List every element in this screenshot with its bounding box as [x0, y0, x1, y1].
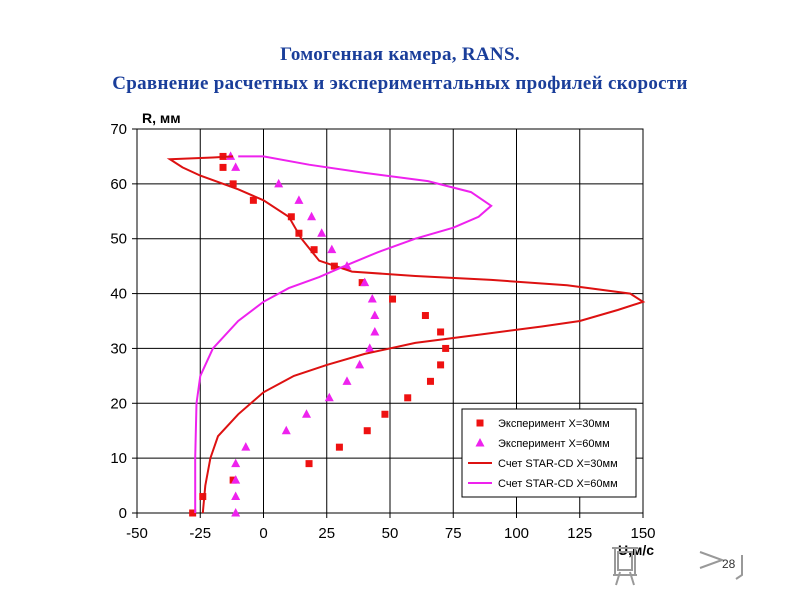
- x-tick-label-5: 75: [445, 525, 462, 542]
- series-1-point-16: [327, 244, 337, 254]
- series-layer: [166, 151, 646, 517]
- legend-label-1: Эксперимент X=60мм: [498, 438, 610, 450]
- series-0-point-12: [421, 312, 429, 320]
- series-1-point-4: [241, 442, 251, 451]
- series-1-point-5: [281, 425, 291, 435]
- x-tick-label-0: -50: [126, 525, 148, 542]
- series-3-line: [194, 155, 493, 513]
- legend-swatch-0: [476, 419, 484, 427]
- y-tick-label-3: 30: [110, 340, 127, 357]
- series-0-point-4: [335, 443, 343, 451]
- series-0-point-10: [442, 344, 450, 352]
- series-1-point-19: [294, 195, 304, 204]
- legend-label-0: Эксперимент X=30мм: [498, 418, 610, 430]
- y-tick-label-7: 70: [110, 121, 127, 138]
- slide-title-line1: Гомогенная камера, RANS.: [280, 44, 520, 65]
- series-0-point-16: [310, 246, 318, 254]
- x-tick-label-7: 125: [567, 525, 592, 542]
- series-1-point-20: [274, 178, 284, 188]
- series-1-point-3: [231, 458, 241, 468]
- series-1-point-18: [307, 211, 317, 221]
- series-1: [226, 151, 380, 517]
- series-0-point-18: [287, 213, 295, 221]
- series-0-point-13: [389, 295, 397, 303]
- x-tick-label-1: -25: [189, 525, 211, 542]
- series-1-point-17: [317, 228, 327, 237]
- y-tick-label-6: 60: [110, 176, 127, 193]
- series-0-point-19: [249, 196, 257, 204]
- slide-title-line2: Сравнение расчетных и экспериментальных …: [112, 73, 688, 94]
- series-1-point-13: [367, 294, 377, 303]
- series-2: [166, 155, 646, 514]
- y-tick-label-1: 10: [110, 450, 127, 467]
- series-1-point-8: [342, 376, 352, 385]
- series-0-point-7: [404, 394, 412, 402]
- presentation-logo-icon: [612, 547, 743, 586]
- page-number: 28: [722, 557, 736, 571]
- y-tick-label-4: 40: [110, 286, 127, 303]
- series-1-point-7: [324, 392, 334, 402]
- series-1-point-21: [231, 162, 241, 171]
- series-0-point-21: [219, 163, 227, 171]
- legend: Эксперимент X=30мм Эксперимент X=60мм Счет…: [461, 408, 637, 498]
- series-0-point-3: [305, 460, 313, 468]
- series-0-point-5: [363, 427, 371, 435]
- y-tick-label-2: 20: [110, 395, 127, 412]
- series-3: [194, 155, 493, 513]
- series-0-point-6: [381, 410, 389, 418]
- x-tick-label-4: 50: [382, 525, 399, 542]
- axes: -50 -25 0 25 50 75 100 125 150 0 10 20 30 40 50 60 70: [110, 121, 655, 542]
- series-1-point-10: [365, 343, 375, 352]
- series-0-point-20: [229, 180, 237, 188]
- x-tick-label-8: 150: [630, 525, 655, 542]
- series-0-point-1: [199, 493, 207, 501]
- y-axis-title: R, мм: [142, 110, 181, 126]
- series-1-point-12: [370, 310, 380, 320]
- x-axis-title: U,м/с: [618, 542, 654, 558]
- x-tick-label-2: 0: [259, 525, 267, 542]
- series-1-point-2: [231, 475, 241, 484]
- series-2-line: [166, 155, 646, 514]
- series-1-point-6: [302, 409, 312, 418]
- y-tick-label-5: 50: [110, 231, 127, 248]
- series-1-point-11: [370, 326, 380, 336]
- legend-label-2: Счет STAR-CD X=30мм: [498, 458, 618, 470]
- legend-label-3: Счет STAR-CD X=60мм: [498, 478, 618, 490]
- series-0-point-9: [437, 361, 445, 369]
- x-tick-label-6: 100: [504, 525, 529, 542]
- series-0-point-11: [437, 328, 445, 336]
- series-0-point-8: [426, 377, 434, 385]
- series-1-point-9: [355, 359, 365, 369]
- series-1-point-14: [360, 277, 370, 287]
- y-tick-label-0: 0: [119, 505, 127, 522]
- series-0-point-0: [189, 509, 197, 517]
- series-1-point-0: [231, 508, 241, 517]
- x-tick-label-3: 25: [318, 525, 335, 542]
- legend-swatch-1: [475, 438, 485, 447]
- series-1-point-1: [231, 491, 241, 501]
